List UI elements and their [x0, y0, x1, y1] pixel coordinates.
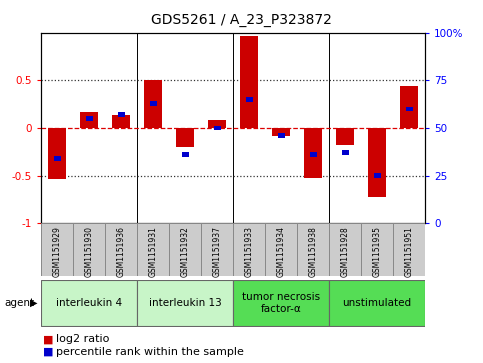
Text: tumor necrosis
factor-α: tumor necrosis factor-α [242, 292, 320, 314]
Bar [336, 128, 354, 145]
FancyBboxPatch shape [329, 281, 425, 326]
Bar [182, 152, 188, 157]
Bar [373, 173, 381, 178]
Text: GSM1151935: GSM1151935 [372, 226, 382, 277]
Text: ■: ■ [43, 334, 54, 344]
Text: GSM1151931: GSM1151931 [149, 226, 157, 277]
Text: GSM1151930: GSM1151930 [85, 226, 94, 277]
Text: GSM1151934: GSM1151934 [277, 226, 285, 277]
Bar [245, 97, 253, 102]
Bar [240, 36, 258, 128]
Text: GSM1151936: GSM1151936 [116, 226, 126, 277]
FancyBboxPatch shape [137, 223, 169, 276]
Text: percentile rank within the sample: percentile rank within the sample [56, 347, 243, 357]
Bar [278, 133, 284, 138]
FancyBboxPatch shape [233, 223, 265, 276]
Text: GSM1151928: GSM1151928 [341, 226, 350, 277]
Text: ▶: ▶ [30, 298, 38, 308]
Bar [176, 128, 194, 147]
FancyBboxPatch shape [297, 223, 329, 276]
Bar [310, 152, 316, 157]
FancyBboxPatch shape [169, 223, 201, 276]
Text: unstimulated: unstimulated [342, 298, 412, 308]
Text: GSM1151951: GSM1151951 [405, 226, 413, 277]
Bar [304, 128, 322, 178]
Text: interleukin 13: interleukin 13 [149, 298, 221, 308]
FancyBboxPatch shape [265, 223, 297, 276]
FancyBboxPatch shape [137, 281, 233, 326]
Text: agent: agent [5, 298, 35, 308]
Bar [341, 150, 349, 155]
Text: GSM1151938: GSM1151938 [309, 226, 317, 277]
FancyBboxPatch shape [233, 281, 329, 326]
Bar [213, 126, 221, 130]
FancyBboxPatch shape [393, 223, 425, 276]
Text: GSM1151932: GSM1151932 [181, 226, 189, 277]
Text: log2 ratio: log2 ratio [56, 334, 109, 344]
Bar [144, 80, 162, 128]
Text: GSM1151929: GSM1151929 [53, 226, 61, 277]
FancyBboxPatch shape [105, 223, 137, 276]
Bar [80, 112, 98, 128]
FancyBboxPatch shape [41, 281, 137, 326]
FancyBboxPatch shape [41, 223, 73, 276]
Bar [208, 121, 226, 128]
Bar [54, 156, 60, 161]
FancyBboxPatch shape [201, 223, 233, 276]
FancyBboxPatch shape [329, 223, 361, 276]
Bar [368, 128, 386, 197]
Bar [406, 106, 412, 111]
Text: GSM1151933: GSM1151933 [244, 226, 254, 277]
Text: GSM1151937: GSM1151937 [213, 226, 222, 277]
Text: GDS5261 / A_23_P323872: GDS5261 / A_23_P323872 [151, 13, 332, 27]
Text: ■: ■ [43, 347, 54, 357]
FancyBboxPatch shape [73, 223, 105, 276]
Text: interleukin 4: interleukin 4 [56, 298, 122, 308]
Bar [112, 115, 130, 128]
Bar [272, 128, 290, 135]
Bar [48, 128, 66, 179]
Bar [85, 116, 93, 121]
Bar [400, 86, 418, 128]
Bar [150, 101, 156, 106]
Bar [117, 112, 125, 117]
FancyBboxPatch shape [361, 223, 393, 276]
